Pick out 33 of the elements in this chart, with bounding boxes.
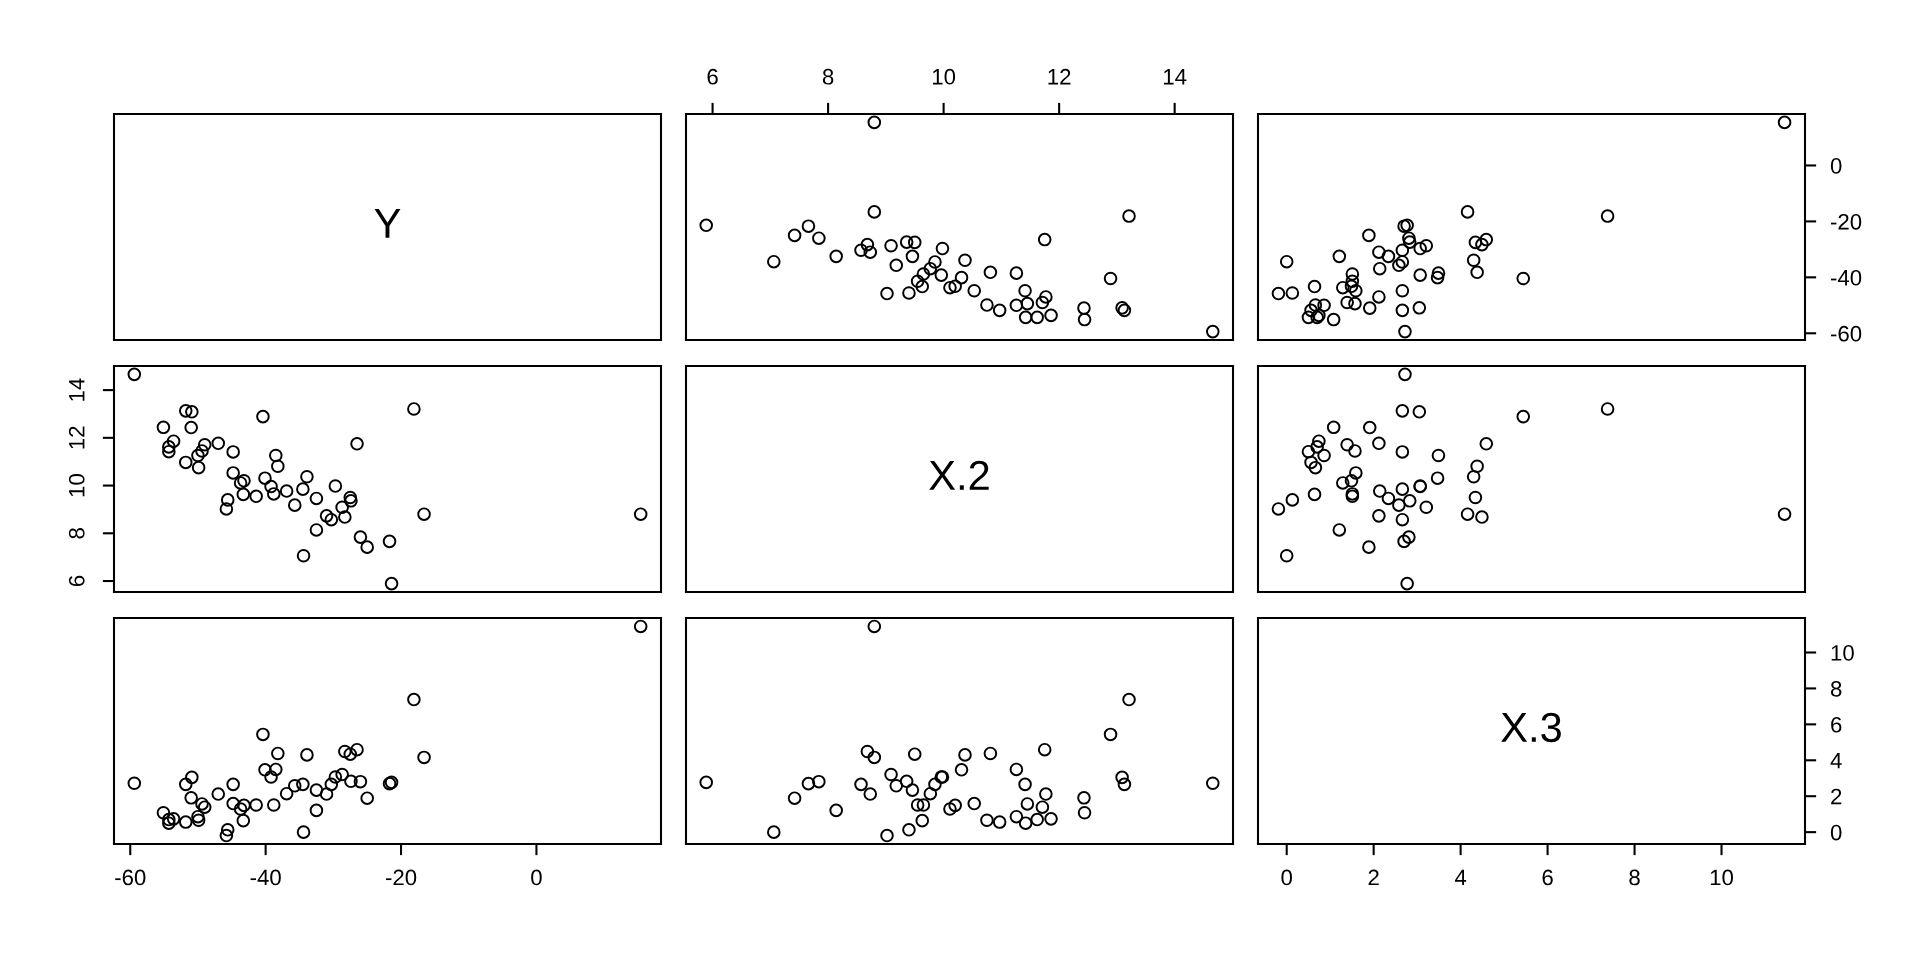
y-tick-label: 4 [1830,753,1842,769]
x-tick-label: -60 [115,869,146,886]
y-tick-label: 8 [1830,680,1842,697]
text: X.2 [929,460,989,490]
x-tick-label: -40 [250,869,281,886]
y-tick-label: 14 [69,378,85,401]
y-tick-label: 0 [1830,824,1842,841]
x-tick-label: 6 [1542,869,1553,886]
x-tick-label: 4 [1454,869,1467,886]
y-tick-label: 6 [1831,716,1842,733]
y-tick-label: 6 [68,575,85,587]
y-tick-label: -20 [1830,213,1862,230]
y-tick-label: 10 [1831,645,1854,661]
x-tick-label: 2 [1368,869,1379,886]
x-tick-label: 10 [932,68,956,85]
text: Y [374,209,401,238]
y-tick-label: 0 [1830,158,1842,174]
x-tick-label: 8 [1629,869,1640,886]
y-tick-label: 10 [68,474,85,497]
y-tick-label: -60 [1830,325,1862,342]
y-tick-label: 8 [68,528,85,539]
x-tick-label: 6 [707,68,718,85]
x-tick-label: 0 [1281,869,1293,886]
x-tick-label: 0 [531,869,542,886]
x-tick-label: -20 [385,869,417,886]
y-tick-label: 12 [68,426,85,449]
x-tick-label: 10 [1710,869,1734,886]
y-tick-label: -40 [1830,269,1862,286]
x-tick-label: 14 [1164,69,1187,85]
x-tick-label: 12 [1048,68,1071,85]
y-tick-label: 2 [1831,788,1842,805]
x-tick-label: 8 [822,68,834,85]
text: X.3 [1501,712,1561,743]
